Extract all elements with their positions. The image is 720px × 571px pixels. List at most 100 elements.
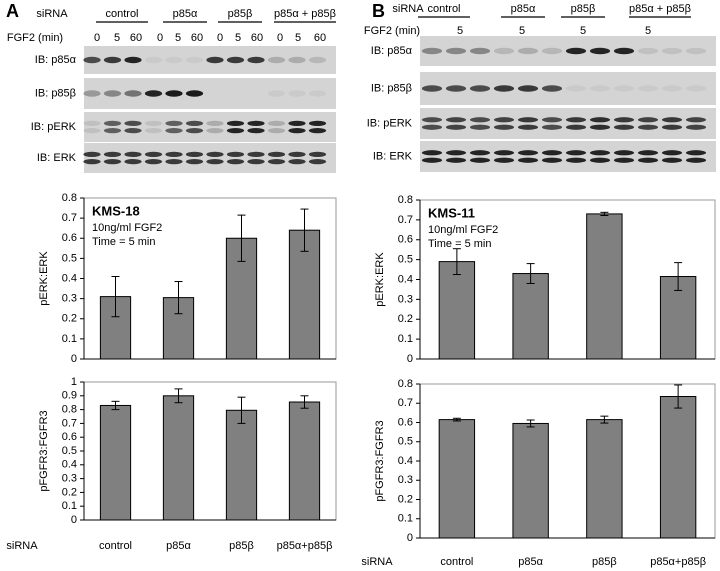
group-label: control (105, 8, 138, 20)
blot-band (613, 117, 635, 123)
y-tick-label: 0.2 (62, 313, 77, 325)
blot-band (124, 128, 142, 134)
bar (162, 395, 195, 521)
blot-band (83, 159, 101, 165)
blot-band (685, 124, 707, 130)
group-label: p85β (228, 8, 253, 20)
y-tick-label: 0.3 (62, 293, 77, 305)
bar (438, 261, 476, 360)
blot-band (565, 124, 587, 130)
blot-band (445, 117, 467, 123)
y-tick-label: 0.8 (398, 194, 413, 206)
blot-label: IB: p85β (35, 87, 76, 99)
bar (512, 273, 549, 360)
x-tick-label: p85α (166, 540, 191, 552)
y-tick-label: 0.6 (398, 234, 413, 246)
blot-band (685, 157, 707, 163)
time-label: 60 (191, 32, 203, 44)
blot-band (613, 85, 635, 92)
blot-band (541, 47, 563, 55)
blot-band (226, 159, 245, 165)
blot-band (493, 157, 515, 163)
blot (84, 143, 336, 173)
blot-band (541, 150, 563, 156)
blot-band (565, 157, 587, 163)
blot-band (267, 128, 286, 134)
blot-band (144, 120, 163, 126)
error-bar (526, 263, 535, 284)
blot-band (469, 150, 491, 156)
blot-band (144, 128, 163, 134)
blot-band (165, 56, 183, 64)
blot-label: IB: p85α (35, 54, 77, 66)
group-label: control (427, 3, 460, 15)
blot-band (661, 85, 683, 92)
blot-band (288, 159, 306, 165)
x-tick-label: control (440, 556, 473, 568)
blot-band (661, 124, 683, 130)
blot-label: IB: p85β (371, 82, 412, 94)
blot-label: IB: pERK (31, 121, 77, 133)
time-label: 0 (217, 32, 223, 44)
blot (420, 108, 716, 139)
bar (659, 396, 697, 539)
blot-band (247, 56, 265, 64)
blot-band (227, 90, 244, 96)
y-tick-label: 1 (71, 376, 77, 388)
blot-band (308, 159, 327, 165)
blot-band (247, 90, 264, 96)
blot-band (565, 85, 587, 92)
error-bar (452, 417, 461, 422)
blot-band (421, 117, 443, 123)
time-label: 5 (175, 32, 181, 44)
y-tick-label: 0.5 (62, 445, 77, 457)
blot-band (83, 90, 101, 97)
blot-band (637, 117, 659, 123)
time-label: 5 (457, 25, 463, 37)
blot-label: IB: ERK (37, 152, 77, 164)
y-tick-label: 0.1 (398, 333, 413, 345)
blot-band (247, 120, 265, 126)
blot-band (267, 159, 286, 165)
blot-band (144, 151, 163, 157)
error-bar (526, 419, 535, 428)
blot-band (83, 120, 101, 126)
y-tick-label: 0.6 (398, 416, 413, 428)
error-bar (174, 388, 183, 404)
y-tick-label: 0.2 (398, 313, 413, 325)
blot-band (493, 85, 515, 92)
blot-band (206, 56, 224, 64)
blot-band (247, 128, 265, 134)
blot-band (493, 47, 515, 55)
y-tick-label: 0 (71, 353, 77, 365)
blot-band (124, 120, 142, 126)
time-label: 60 (251, 32, 263, 44)
y-tick-label: 0.8 (398, 378, 413, 390)
blot-band (288, 56, 306, 64)
group-label: p85α + p85β (629, 3, 691, 15)
y-tick-label: 0.1 (62, 500, 77, 512)
blot-band (144, 159, 163, 165)
error-bar (237, 396, 246, 424)
chart-title: KMS-18 (92, 203, 140, 218)
annotation: 10ng/ml FGF2 (428, 224, 498, 236)
blot-band (613, 124, 635, 130)
y-tick-label: 0.7 (62, 417, 77, 429)
error-bar (600, 415, 609, 424)
error-bar (237, 214, 246, 262)
blot-band (493, 124, 515, 130)
blot-band (517, 124, 539, 130)
blot-band (308, 56, 327, 64)
blot-band (267, 151, 286, 157)
y-tick-label: 0.7 (398, 397, 413, 409)
blot-band (165, 90, 183, 97)
blot-band (206, 120, 224, 126)
y-tick-label: 0.4 (62, 272, 77, 284)
blot-band (661, 150, 683, 156)
error-bar (300, 208, 309, 252)
blot-band (103, 90, 122, 97)
blot-band (226, 151, 245, 157)
blot-band (226, 128, 245, 134)
blot-band (637, 124, 659, 130)
blot-band (185, 159, 204, 165)
